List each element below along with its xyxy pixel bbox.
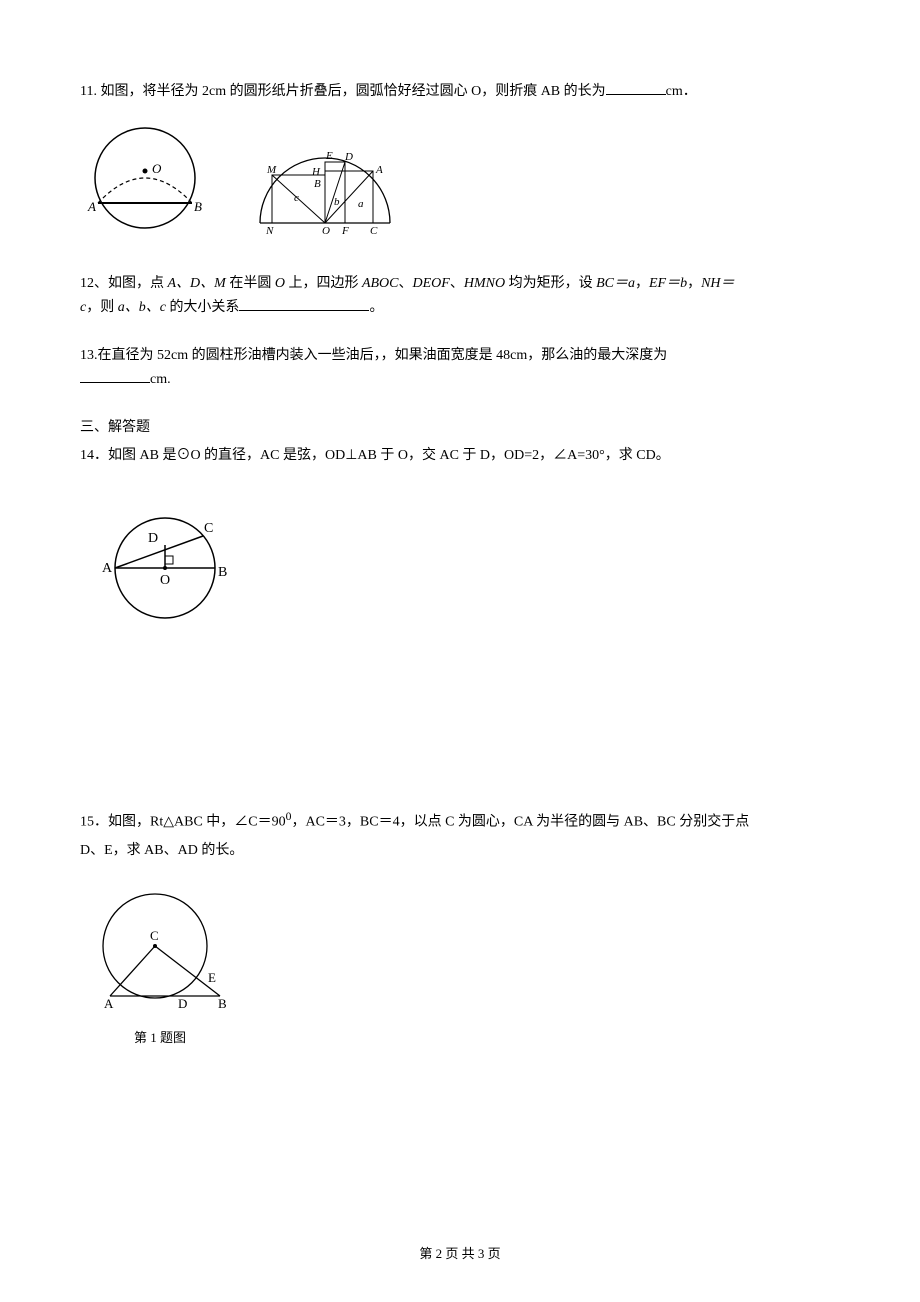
- q12-text: 12、如图，点 A、D、M 在半圆 O 上，四边形 ABOC、DEOF、HMNO…: [80, 273, 840, 319]
- q15-D: D: [178, 996, 187, 1011]
- q12-ADM: A、D、M: [168, 276, 226, 291]
- q12-BCa: BC＝a: [596, 276, 635, 291]
- q11-fig2-H: H: [311, 166, 321, 178]
- q14-D: D: [148, 531, 158, 546]
- q11-fig1-B: B: [194, 199, 202, 214]
- q12-e: 则: [100, 300, 114, 315]
- q12-DEOF: DEOF: [413, 276, 450, 291]
- q13-text: 13.在直径为 52cm 的圆柱形油槽内装入一些油后，，如果油面宽度是 48cm…: [80, 345, 840, 391]
- q14-text: 14．如图 AB 是⊙O 的直径，AC 是弦，OD⊥AB 于 O，交 AC 于 …: [80, 445, 840, 467]
- q11-fig2-Opt: O: [322, 225, 330, 237]
- q12-comma1: ，: [635, 276, 649, 291]
- q14-A: A: [102, 561, 113, 576]
- q11-fig2-Cpt: C: [370, 225, 378, 237]
- q12-comma3: ，: [86, 300, 100, 315]
- q14-figure-row: A B C D O: [80, 498, 840, 628]
- q15-E: E: [208, 970, 216, 985]
- q11-fig2-F: F: [341, 225, 349, 237]
- q12-HMNO: HMNO: [464, 276, 505, 291]
- q11-fig1-O: O: [152, 161, 162, 176]
- q11-text-a: 11. 如图，将半径为 2cm 的圆形纸片折叠后，圆弧恰好经过圆心 O，则折痕 …: [80, 84, 606, 99]
- q11-fig2-E: E: [325, 150, 333, 162]
- q13-blank: [80, 368, 150, 383]
- q12-ABOC: ABOC: [362, 276, 399, 291]
- q11-fig2-a: a: [358, 198, 364, 210]
- q15-caption: 第 1 题图: [80, 1027, 240, 1046]
- q12-O: O: [275, 276, 285, 291]
- q15-B: B: [218, 996, 227, 1011]
- q11-text: 11. 如图，将半径为 2cm 的圆形纸片折叠后，圆弧恰好经过圆心 O，则折痕 …: [80, 80, 840, 103]
- q12-a: 12、如图，点: [80, 276, 164, 291]
- q12-abc: a、b、c: [118, 300, 166, 315]
- q12-f: 的大小关系: [169, 300, 239, 315]
- q12-NH: NH＝: [701, 276, 734, 291]
- q11-fig1: O A B: [80, 123, 210, 243]
- q11-fig1-A: A: [87, 199, 96, 214]
- q14-O: O: [160, 573, 170, 588]
- q15-text-line2: D、E，求 AB、AD 的长。: [80, 840, 840, 862]
- q11-fig2-b: b: [334, 196, 340, 208]
- q12-comma2: ，: [687, 276, 701, 291]
- q14-fig: A B C D O: [80, 498, 240, 628]
- q12-EFb: EF＝b: [649, 276, 687, 291]
- q11-figures: O A B M E D A H B N O F: [80, 123, 840, 243]
- q15-figure-block: A B C D E 第 1 题图: [80, 888, 240, 1046]
- q11-text-b: cm．: [666, 84, 697, 99]
- q14-C: C: [204, 521, 213, 536]
- q15-text-line1: 15．如图，Rt△ABC 中，∠C＝900，AC＝3，BC＝4，以点 C 为圆心…: [80, 808, 840, 834]
- q11-fig2-N: N: [265, 225, 274, 237]
- q12-d: 均为矩形，设: [509, 276, 593, 291]
- spacer-1: [80, 638, 840, 808]
- q14-B: B: [218, 565, 227, 580]
- q12-blank: [239, 296, 369, 311]
- q15-A: A: [104, 996, 114, 1011]
- q11-fig2-M: M: [266, 164, 277, 176]
- q11-fig2-A: A: [375, 164, 383, 176]
- q15-C: C: [150, 928, 159, 943]
- q15-b: ，AC＝3，BC＝4，以点 C 为圆心，CA 为半径的圆与 AB、BC 分别交于…: [291, 814, 749, 829]
- q12-b: 在半圆: [229, 276, 271, 291]
- q11-fig2-c: c: [294, 192, 299, 204]
- q15-a: 15．如图，Rt△ABC 中，∠C＝90: [80, 814, 286, 829]
- q11-blank: [606, 80, 666, 95]
- q11-fig2-D: D: [344, 151, 353, 163]
- q11-fig2-Bpt: B: [314, 178, 321, 190]
- q11-fig2: M E D A H B N O F C a b c: [250, 143, 410, 243]
- q13-b: cm.: [150, 372, 171, 387]
- q15-fig: A B C D E: [80, 888, 240, 1018]
- section3-heading: 三、解答题: [80, 417, 840, 439]
- q12-punct: 。: [369, 300, 383, 315]
- q13-a: 13.在直径为 52cm 的圆柱形油槽内装入一些油后，，如果油面宽度是 48cm…: [80, 348, 667, 363]
- page-footer: 第 2 页 共 3 页: [0, 1243, 920, 1262]
- q12-c: 上，四边形: [288, 276, 358, 291]
